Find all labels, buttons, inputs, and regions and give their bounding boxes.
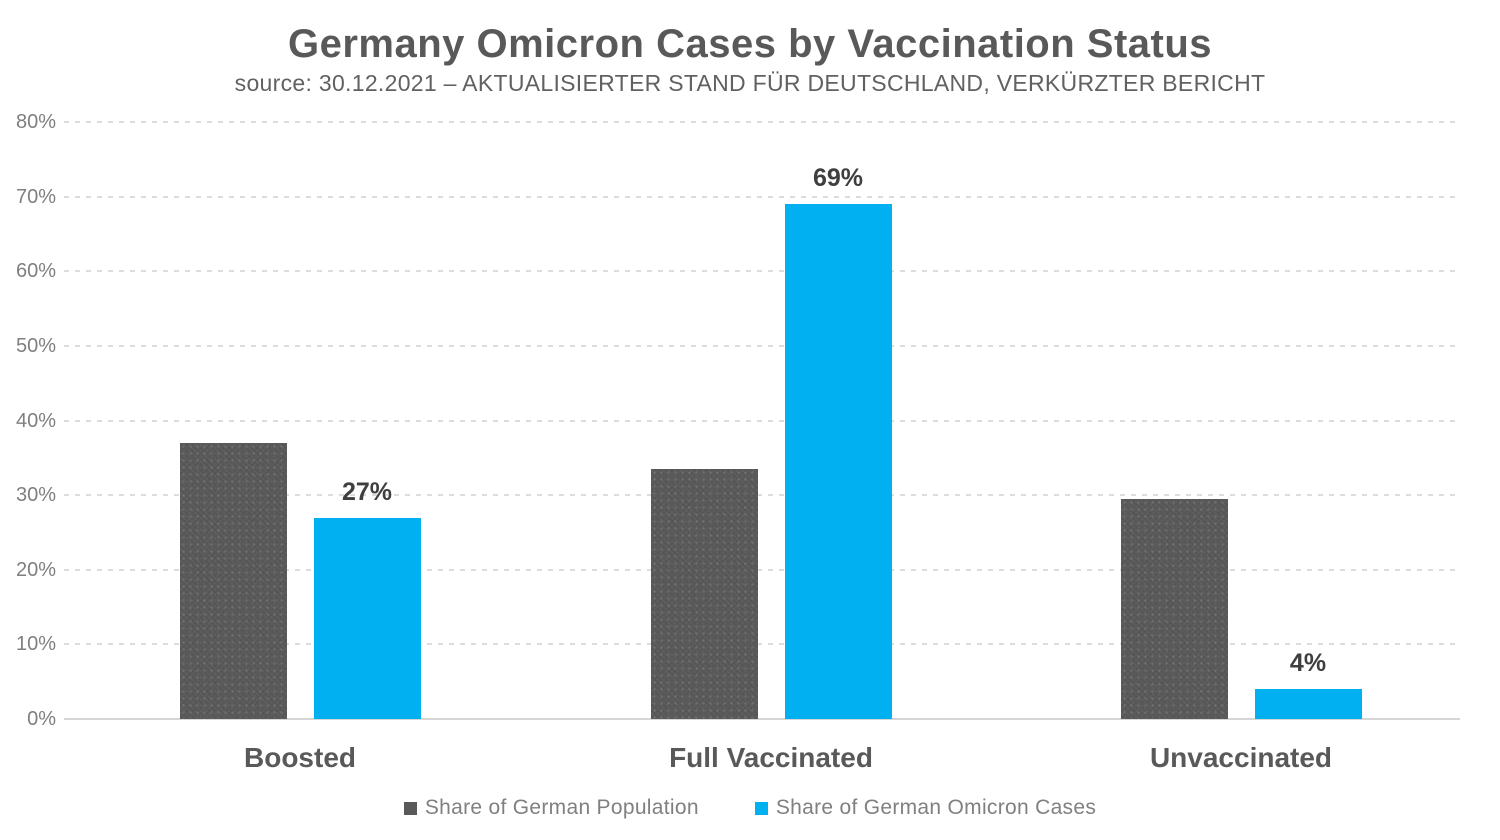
legend-item: Share of German Omicron Cases — [754, 796, 1097, 820]
chart-title: Germany Omicron Cases by Vaccination Sta… — [287, 22, 1213, 66]
bar-omicron — [1254, 689, 1362, 719]
y-axis-tick-label: 60% — [15, 260, 56, 283]
bar-omicron — [784, 204, 892, 719]
y-axis-tick-label: 70% — [15, 185, 56, 208]
chart-subtitle: source: 30.12.2021 – AKTUALISIERTER STAN… — [234, 70, 1266, 96]
gridline — [64, 344, 1460, 347]
bar-value-label: 27% — [341, 477, 393, 506]
category-label: Full Vaccinated — [669, 742, 873, 773]
y-axis-tick-label: 50% — [15, 334, 56, 357]
legend: Share of German Population Share of Germa… — [0, 796, 1500, 820]
bar-population — [179, 442, 287, 719]
legend-swatch-icon — [754, 801, 768, 815]
x-axis-line — [64, 718, 1460, 720]
bar-population — [650, 469, 758, 719]
category-label: Unvaccinated — [1149, 742, 1333, 773]
y-axis-tick-label: 80% — [15, 111, 56, 133]
legend-label: Share of German Population — [424, 796, 699, 819]
bar-population — [1120, 498, 1228, 719]
gridline — [64, 195, 1460, 198]
legend-swatch-icon — [403, 801, 417, 815]
gridline — [64, 643, 1460, 646]
gridline — [64, 419, 1460, 422]
gridline — [64, 494, 1460, 497]
y-axis-tick-label: 20% — [15, 558, 56, 581]
gridline — [64, 121, 1460, 123]
gridline — [64, 270, 1460, 273]
gridline — [64, 568, 1460, 571]
bar-value-label: 69% — [812, 164, 864, 193]
legend-item: Share of German Population — [403, 796, 699, 820]
y-axis-tick-label: 10% — [15, 633, 56, 656]
y-axis-tick-label: 40% — [15, 409, 56, 432]
bar-value-label: 4% — [1289, 649, 1327, 678]
legend-label: Share of German Omicron Cases — [775, 796, 1097, 819]
category-label: Boosted — [244, 742, 356, 773]
bar-omicron — [313, 517, 421, 719]
y-axis-tick-label: 0% — [27, 708, 56, 730]
y-axis-tick-label: 30% — [15, 484, 56, 507]
